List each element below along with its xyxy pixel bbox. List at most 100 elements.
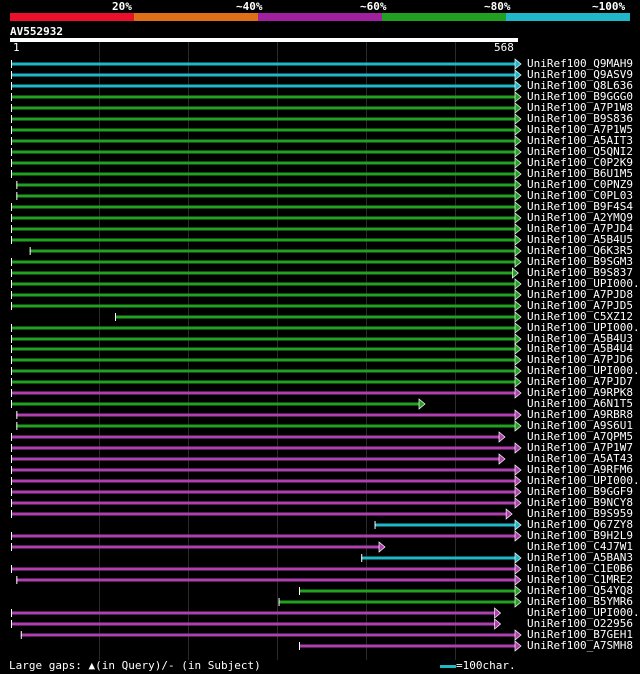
- hit-end-arrow: [514, 300, 522, 312]
- hit-end-arrow: [514, 278, 522, 290]
- hit-label[interactable]: UniRef100_Q67ZY8: [527, 518, 633, 531]
- grid-line: [188, 42, 189, 660]
- hit-label[interactable]: UniRef100_B7GEH1: [527, 628, 633, 641]
- hit-label[interactable]: UniRef100_B5YMR6: [527, 595, 633, 608]
- hit-label[interactable]: UniRef100_A5BAN3: [527, 551, 633, 564]
- hit-bar: [11, 260, 515, 264]
- hit-end-arrow: [498, 431, 506, 443]
- hit-start-marker: [11, 477, 12, 485]
- hit-label[interactable]: UniRef100_B9S959: [527, 507, 633, 520]
- hit-label[interactable]: UniRef100_A7PJD8: [527, 288, 633, 301]
- hit-label[interactable]: UniRef100_Q6K3R5: [527, 244, 633, 257]
- hit-label[interactable]: UniRef100_C0PL03: [527, 189, 633, 202]
- hit-label[interactable]: UniRef100_A5B4U5: [527, 233, 633, 246]
- hit-label[interactable]: UniRef100_A5B4U3: [527, 332, 633, 345]
- hit-start-marker: [374, 521, 376, 529]
- hit-end-arrow: [514, 365, 522, 377]
- hit-label[interactable]: UniRef100_A7PJD5: [527, 299, 633, 312]
- hit-end-arrow: [514, 168, 522, 180]
- hit-label[interactable]: UniRef100_Q9ASV9: [527, 68, 633, 81]
- hit-label[interactable]: UniRef100_C1MRE2: [527, 573, 633, 586]
- hit-label[interactable]: UniRef100_A7PJD4: [527, 222, 633, 235]
- hit-label[interactable]: UniRef100_A7PJD6: [527, 353, 633, 366]
- hit-label[interactable]: UniRef100_B6U1M5: [527, 167, 633, 180]
- hit-end-arrow: [514, 91, 522, 103]
- hit-end-arrow: [514, 486, 522, 498]
- subject-gap-icon: -: [167, 659, 175, 672]
- hit-label[interactable]: UniRef100_C4J7W1: [527, 540, 633, 553]
- hit-label[interactable]: UniRef100_B9SGM3: [527, 255, 633, 268]
- hit-start-marker: [11, 400, 12, 408]
- hit-start-marker: [16, 422, 18, 430]
- hit-label[interactable]: UniRef100_A5AT43: [527, 452, 633, 465]
- hit-start-marker: [299, 642, 300, 650]
- hit-start-marker: [11, 620, 12, 628]
- hit-start-marker: [11, 93, 12, 101]
- hit-label[interactable]: UniRef100_A5B4U4: [527, 342, 633, 355]
- hit-start-marker: [16, 576, 18, 584]
- hit-start-marker: [11, 444, 12, 452]
- hit-label[interactable]: UniRef100_A7P1W7: [527, 441, 633, 454]
- hit-label[interactable]: UniRef100_A2YMQ9: [527, 211, 633, 224]
- hit-end-arrow: [514, 475, 522, 487]
- hit-label[interactable]: UniRef100_C0PNZ9: [527, 178, 633, 191]
- hit-bar: [16, 194, 515, 198]
- hit-end-arrow: [514, 376, 522, 388]
- hit-label[interactable]: UniRef100_Q5QNI2: [527, 145, 633, 158]
- hit-bar: [299, 644, 515, 648]
- hit-label[interactable]: UniRef100_B9GGF9: [527, 485, 633, 498]
- hit-bar: [11, 293, 515, 297]
- hit-bar: [11, 227, 515, 231]
- hit-end-arrow: [514, 596, 522, 608]
- hit-end-arrow: [514, 80, 522, 92]
- hit-end-arrow: [514, 223, 522, 235]
- hit-start-marker: [11, 71, 12, 79]
- hit-start-marker: [11, 137, 12, 145]
- hit-label[interactable]: UniRef100_UPI000..: [527, 474, 640, 487]
- hit-label[interactable]: UniRef100_A5AIT3: [527, 134, 633, 147]
- hit-label[interactable]: UniRef100_UPI000..: [527, 321, 640, 334]
- hit-label[interactable]: UniRef100_B9NCY8: [527, 496, 633, 509]
- hit-label[interactable]: UniRef100_UPI000..: [527, 277, 640, 290]
- hit-label[interactable]: UniRef100_A6N1T5: [527, 397, 633, 410]
- hit-start-marker: [11, 510, 12, 518]
- hit-label[interactable]: UniRef100_UPI000..: [527, 606, 640, 619]
- hit-start-marker: [11, 609, 12, 617]
- hit-bar: [11, 358, 515, 362]
- legend-color-bar: [382, 13, 506, 21]
- hit-label[interactable]: UniRef100_B9S837: [527, 266, 633, 279]
- hit-label[interactable]: UniRef100_A7SMH8: [527, 639, 633, 652]
- hit-label[interactable]: UniRef100_B9F4S4: [527, 200, 633, 213]
- hit-label[interactable]: UniRef100_B9GGG0: [527, 90, 633, 103]
- hit-end-arrow: [514, 256, 522, 268]
- hit-label[interactable]: UniRef100_A7QPM5: [527, 430, 633, 443]
- hit-start-marker: [11, 466, 12, 474]
- hit-label[interactable]: UniRef100_A7PJD7: [527, 375, 633, 388]
- hit-label[interactable]: UniRef100_O22956: [527, 617, 633, 630]
- hit-end-arrow: [514, 311, 522, 323]
- hit-start-marker: [11, 170, 12, 178]
- hit-label[interactable]: UniRef100_A9RBR8: [527, 408, 633, 421]
- hit-label[interactable]: UniRef100_B9S836: [527, 112, 633, 125]
- hit-label[interactable]: UniRef100_Q9MAH9: [527, 57, 633, 70]
- hit-label[interactable]: UniRef100_A7P1W5: [527, 123, 633, 136]
- hit-label[interactable]: UniRef100_C0P2K9: [527, 156, 633, 169]
- legend-color-bar: [506, 13, 630, 21]
- hit-label[interactable]: UniRef100_A9RPK8: [527, 386, 633, 399]
- hit-label[interactable]: UniRef100_A9RFM6: [527, 463, 633, 476]
- hit-label[interactable]: UniRef100_C1E0B6: [527, 562, 633, 575]
- hit-start-marker: [11, 104, 12, 112]
- hit-label[interactable]: UniRef100_C5XZ12: [527, 310, 633, 323]
- hit-end-arrow: [418, 398, 426, 410]
- hit-label[interactable]: UniRef100_A7P1W8: [527, 101, 633, 114]
- hit-label[interactable]: UniRef100_A9S6U1: [527, 419, 633, 432]
- hit-start-marker: [11, 499, 12, 507]
- hit-label[interactable]: UniRef100_Q54YQ8: [527, 584, 633, 597]
- hit-label[interactable]: UniRef100_B9H2L9: [527, 529, 633, 542]
- hit-start-marker: [11, 225, 12, 233]
- hit-end-arrow: [514, 322, 522, 334]
- hit-label[interactable]: UniRef100_Q8L636: [527, 79, 633, 92]
- hit-start-marker: [11, 324, 12, 332]
- hit-label[interactable]: UniRef100_UPI000..: [527, 364, 640, 377]
- hit-end-arrow: [514, 289, 522, 301]
